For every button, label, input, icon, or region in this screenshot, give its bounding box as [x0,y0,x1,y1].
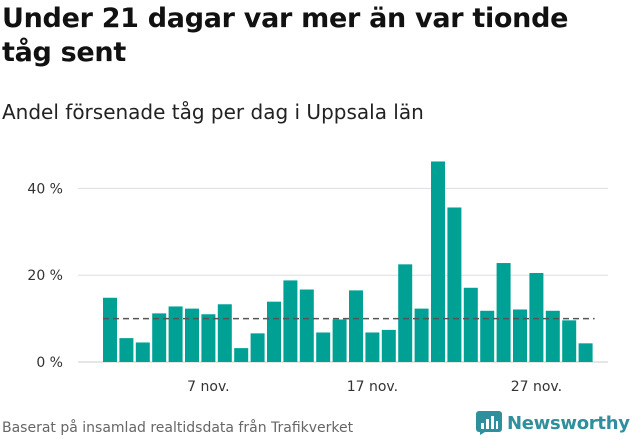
bar [381,329,396,362]
bar [496,263,511,362]
bar [529,273,544,362]
bar [431,161,445,362]
bar [578,343,593,362]
bar [365,332,380,362]
bar [234,348,249,362]
bar [250,333,265,362]
bar [414,308,429,362]
x-tick-label: 17 nov. [347,379,398,395]
bar [217,304,232,362]
bar [398,264,413,362]
bar [103,297,117,362]
bar [316,332,331,362]
bar [185,308,199,362]
bars [103,161,593,362]
bar [152,313,167,362]
y-tick-label: 40 % [27,181,63,197]
bar [299,289,314,362]
bar-chart: 0 % 20 % 40 % 7 nov. 17 nov. 27 nov. [27,161,608,395]
y-tick-labels: 0 % 20 % 40 % [27,181,63,371]
source-note: Baserat på insamlad realtidsdata från Tr… [2,420,354,436]
bar [119,338,134,362]
bar [480,310,495,362]
newsworthy-logo-icon [476,411,502,435]
bar [513,309,527,362]
bar [447,207,462,362]
y-tick-label: 20 % [27,268,63,284]
x-tick-label: 27 nov. [511,379,562,395]
bar [463,287,478,362]
y-tick-label: 0 % [36,355,63,371]
bar [545,310,560,362]
x-tick-label: 7 nov. [187,379,229,395]
x-tick-labels: 7 nov. 17 nov. 27 nov. [187,379,562,395]
bar [201,314,216,362]
bar [267,301,281,362]
bar [283,280,298,362]
bar [135,342,150,362]
brand-name: Newsworthy [507,412,630,434]
bar [168,306,183,362]
chart-subtitle: Andel försenade tåg per dag i Uppsala lä… [2,100,424,124]
bar [349,290,363,362]
bar [562,320,577,362]
bar [332,319,347,362]
chart-title: Under 21 dagar var mer än var tionde tåg… [2,3,569,68]
brand-logo: Newsworthy [476,409,630,437]
